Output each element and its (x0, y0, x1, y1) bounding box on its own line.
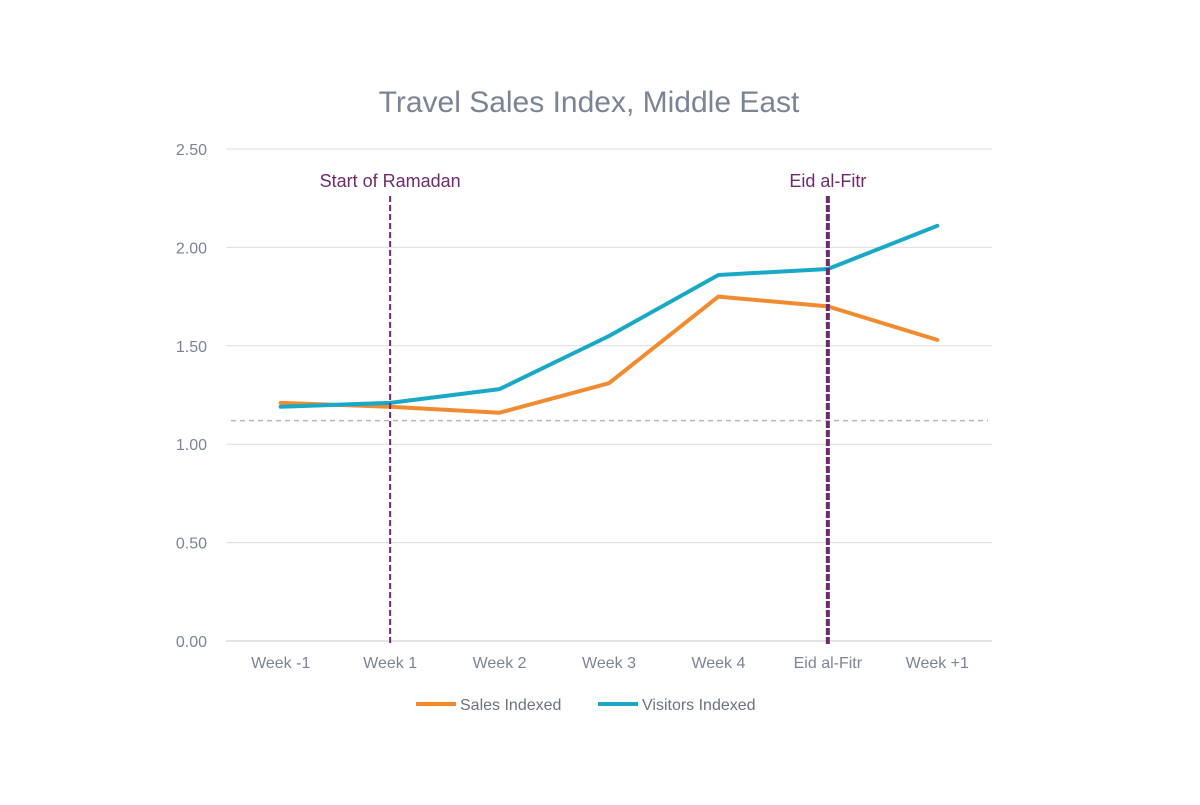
annotation-label: Start of Ramadan (320, 171, 461, 191)
x-tick-label: Week +1 (906, 655, 969, 672)
legend-label: Visitors Indexed (642, 697, 756, 714)
x-tick-label: Week 2 (473, 655, 527, 672)
x-tick-label: Week 1 (363, 655, 417, 672)
x-tick-label: Week 3 (582, 655, 636, 672)
annotation-label: Eid al-Fitr (789, 171, 866, 191)
y-axis-ticks: 0.00 0.50 1.00 1.50 2.00 2.50 (176, 142, 207, 651)
y-tick-label: 1.50 (176, 339, 207, 356)
x-axis-ticks: Week -1 Week 1 Week 2 Week 3 Week 4 Eid al-Fi… (251, 655, 969, 672)
x-tick-label: Week 4 (691, 655, 745, 672)
y-tick-label: 2.00 (176, 240, 207, 257)
y-tick-label: 0.50 (176, 536, 207, 553)
chart-title: Travel Sales Index, Middle East (379, 86, 800, 119)
y-tick-label: 2.50 (176, 142, 207, 159)
legend-label: Sales Indexed (460, 697, 561, 714)
annotation-layer: Start of Ramadan Eid al-Fitr (320, 171, 866, 645)
legend: Sales Indexed Visitors Indexed (416, 697, 756, 714)
series-line-sales (278, 294, 940, 415)
series-line-visitors (278, 223, 940, 409)
x-tick-label: Week -1 (251, 655, 310, 672)
series-lines (278, 223, 940, 415)
x-tick-label: Eid al-Fitr (794, 655, 863, 672)
y-tick-label: 0.00 (176, 634, 207, 651)
grid-lines (226, 148, 992, 642)
y-tick-label: 1.00 (176, 437, 207, 454)
